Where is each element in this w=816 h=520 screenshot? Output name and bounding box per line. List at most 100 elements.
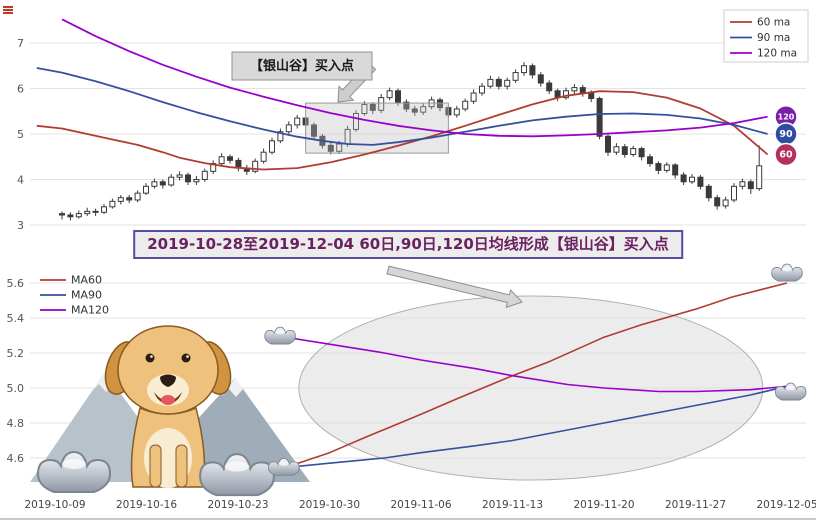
dog-eye	[181, 353, 191, 363]
top-candlestick-chart: 3 4 5 6 7 60 ma 90 ma 120 ma 120 90 60 【银山谷】买入点	[17, 9, 809, 232]
candle-body	[722, 199, 729, 207]
dog-tongue	[161, 395, 175, 405]
candle-body	[193, 179, 200, 183]
candle-body	[395, 90, 401, 103]
silver-valley-highlight-box	[305, 102, 449, 154]
candle-body	[176, 174, 183, 178]
y-tick-label: 3	[17, 219, 24, 232]
annotation-box	[231, 51, 373, 81]
badge-label: 60	[779, 149, 793, 160]
candle-body	[697, 176, 704, 187]
x-tick-label: 2019-11-27	[665, 499, 726, 511]
candle-body	[479, 85, 485, 94]
candle-body	[327, 144, 334, 152]
dog-head	[117, 325, 219, 415]
x-tick-label: 2019-11-13	[482, 499, 543, 511]
candle-body	[59, 213, 65, 216]
candle-body	[336, 143, 343, 152]
candle-body	[521, 65, 527, 74]
eye-highlight	[186, 355, 189, 358]
dog-mascot-illustration	[30, 325, 310, 497]
candle-body	[487, 78, 494, 87]
period-caption-box: 2019-10-28至2019-12-04 60日,90日,120日均线形成【银…	[133, 230, 683, 259]
candle-body	[134, 192, 141, 201]
legend-label: 120 ma	[757, 48, 797, 60]
candle-body	[143, 185, 149, 194]
silver-ingot-icon	[771, 263, 803, 282]
ma60-line	[292, 282, 788, 466]
corner-marker-icon	[3, 6, 13, 8]
candle-body	[361, 103, 368, 115]
silver-ingot-icon	[774, 382, 807, 401]
candle-body	[311, 124, 317, 137]
annotation-text: 【银山谷】买入点	[250, 58, 354, 74]
candle-body	[596, 98, 603, 137]
candle-body	[168, 176, 175, 186]
candle-body	[689, 176, 695, 183]
bottom-ma-chart-foreground: MA60 MA90 MA120	[40, 263, 807, 476]
y-tick-label: 7	[17, 37, 24, 50]
candle-body	[369, 103, 376, 111]
candle-body	[621, 146, 628, 155]
candle-body	[495, 78, 502, 87]
candle-body	[705, 185, 712, 199]
candle-body	[67, 214, 74, 218]
candle-body	[269, 140, 275, 153]
x-tick-label: 2019-12-05	[756, 499, 816, 511]
candle-body	[672, 164, 679, 176]
legend-label: MA60	[71, 274, 102, 287]
x-tick-label: 2019-10-09	[24, 499, 85, 511]
candle-body	[75, 213, 82, 218]
candle-body	[638, 148, 645, 158]
badge-label: 90	[779, 129, 793, 140]
candle-body	[411, 108, 418, 113]
candle-body	[731, 185, 737, 201]
candle-body	[101, 206, 107, 213]
ma60-line	[36, 90, 769, 171]
candle-body	[512, 72, 519, 81]
candle-body	[647, 156, 653, 165]
candle-body	[109, 200, 116, 208]
y-tick-label: 4	[17, 174, 24, 187]
dog-leg	[149, 444, 162, 488]
candle-body	[252, 160, 259, 172]
dog-mouth	[154, 392, 182, 404]
candle-body	[546, 82, 553, 92]
y-tick-label: 5.6	[7, 277, 25, 290]
candle-body	[260, 151, 267, 162]
candle-body	[227, 156, 233, 161]
bottom-edge-divider	[0, 518, 816, 520]
legend: 60 ma 90 ma 120 ma	[723, 9, 809, 63]
legend-label: MA90	[71, 289, 102, 302]
candle-body	[386, 90, 393, 99]
ma90-line	[292, 385, 788, 468]
ma120-line	[274, 334, 788, 393]
ma90-line	[36, 67, 768, 146]
candle-body	[151, 181, 158, 187]
legend-label: 60 ma	[757, 17, 790, 29]
dog-leg	[175, 444, 188, 488]
candle-body	[92, 210, 99, 213]
candle-body	[613, 146, 620, 153]
bottom-ma-chart-background: 5.6 5.4 5.2 5.0 4.8 4.6 2019-10-09 2019-10-16 20…	[7, 277, 816, 511]
y-tick-label: 5	[17, 128, 24, 141]
legend-label: MA120	[71, 304, 109, 317]
y-tick-label: 5.4	[7, 312, 25, 325]
candle-body	[579, 87, 586, 94]
candle-body	[588, 92, 595, 100]
silver-valley-highlight-ellipse	[298, 295, 764, 481]
ma-end-badge	[774, 142, 798, 167]
candle-body	[747, 181, 754, 190]
candle-body	[756, 165, 763, 190]
candle-body	[470, 92, 477, 102]
y-tick-label: 5.0	[7, 382, 25, 395]
y-tick-label: 6	[17, 83, 24, 96]
candle-body	[504, 79, 511, 87]
ma120-line	[61, 18, 768, 138]
candle-body	[378, 97, 385, 111]
candle-body	[739, 181, 746, 187]
x-tick-label: 2019-11-06	[390, 499, 451, 511]
candle-body	[159, 181, 166, 186]
candle-body	[353, 113, 359, 130]
